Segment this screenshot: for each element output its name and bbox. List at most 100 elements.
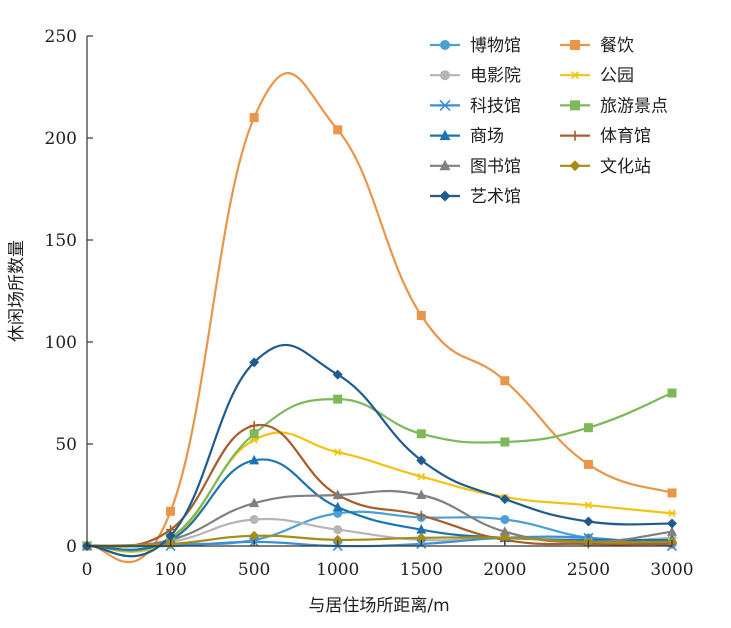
legend-marker <box>440 70 450 81</box>
y-tick-label: 250 <box>45 27 77 47</box>
legend-label: 商场 <box>470 127 504 147</box>
y-tick-label: 100 <box>45 333 77 353</box>
series-line <box>85 72 674 564</box>
x-tick-label: 1000 <box>316 560 359 580</box>
data-point <box>249 113 259 123</box>
x-axis-title: 与居住场所距离/m <box>308 596 449 616</box>
data-point <box>500 376 510 386</box>
legend-item: 文化站 <box>560 157 651 177</box>
data-point <box>416 510 426 520</box>
legend-label: 博物馆 <box>470 36 521 56</box>
legend-item: 体育馆 <box>560 127 651 147</box>
data-point <box>416 524 427 534</box>
data-point <box>165 530 176 541</box>
legend-item: 博物馆 <box>430 36 521 56</box>
data-point <box>499 494 510 505</box>
y-tick-label: 0 <box>66 537 77 557</box>
data-point <box>333 525 343 535</box>
data-point <box>667 488 677 498</box>
legend-item: 旅游景点 <box>560 96 668 116</box>
data-point <box>583 459 593 469</box>
series-line <box>85 431 674 553</box>
data-point <box>333 125 343 135</box>
y-axis-title: 休闲场所数量 <box>7 240 27 342</box>
x-tick-label: 500 <box>238 560 270 580</box>
legend-marker <box>439 99 451 111</box>
series-line <box>85 391 674 552</box>
data-point <box>249 454 260 465</box>
series-line <box>85 343 674 558</box>
axes <box>86 36 672 547</box>
x-tick-label: 1500 <box>400 560 443 580</box>
series-line <box>85 423 674 548</box>
legend-label: 体育馆 <box>600 127 651 147</box>
x-ticks: 0 100 500 1000 1500 2000 2500 3000 <box>82 540 694 580</box>
legend-item: 艺术馆 <box>430 187 521 207</box>
legend-marker <box>570 130 580 141</box>
y-tick-label: 50 <box>55 435 77 455</box>
data-point <box>249 530 260 541</box>
data-point <box>583 501 593 509</box>
data-point <box>416 455 427 466</box>
series-markers <box>81 113 678 552</box>
legend-marker <box>439 159 451 171</box>
data-point <box>416 310 426 320</box>
data-point <box>249 514 259 524</box>
y-tick-label: 200 <box>45 129 77 149</box>
legend-item: 公园 <box>560 66 634 86</box>
y-tick-label: 150 <box>45 231 77 251</box>
x-tick-label: 3000 <box>650 560 693 580</box>
legend-marker <box>570 100 580 111</box>
legend-label: 艺术馆 <box>470 187 521 207</box>
legend-item: 餐饮 <box>560 36 634 56</box>
data-point <box>416 472 426 481</box>
x-tick-label: 2500 <box>567 560 610 580</box>
legend-label: 文化站 <box>600 157 651 177</box>
legend-item: 图书馆 <box>430 157 521 177</box>
legend-label: 科技馆 <box>470 96 521 116</box>
legend-marker <box>570 40 580 50</box>
data-point <box>416 489 427 499</box>
data-point <box>332 501 343 512</box>
data-point <box>499 526 510 536</box>
x-tick-label: 2000 <box>483 560 526 580</box>
data-point <box>249 429 259 439</box>
data-point <box>249 357 260 368</box>
data-point <box>249 421 259 431</box>
legend-marker <box>440 40 450 50</box>
legend-label: 图书馆 <box>470 157 521 177</box>
data-point <box>667 388 677 398</box>
data-point <box>583 423 593 433</box>
data-point <box>332 369 343 380</box>
x-tick-label: 100 <box>154 560 186 580</box>
legend-marker <box>569 160 581 172</box>
legend-marker <box>439 190 451 202</box>
data-point <box>416 429 426 439</box>
legend-marker <box>570 71 580 80</box>
legend-label: 电影院 <box>470 66 521 86</box>
legend-label: 公园 <box>600 66 634 86</box>
data-point <box>333 448 343 456</box>
series-lines <box>85 72 674 564</box>
data-point <box>166 506 176 516</box>
data-point <box>249 497 260 508</box>
legend-item: 科技馆 <box>430 96 521 116</box>
data-point <box>416 532 427 543</box>
data-point <box>499 532 510 543</box>
x-tick-label: 0 <box>82 560 93 580</box>
series-line <box>85 458 674 551</box>
legend-item: 商场 <box>430 127 504 147</box>
data-point <box>667 526 677 536</box>
data-point <box>667 518 677 529</box>
data-point <box>667 509 677 518</box>
y-ticks: 0 50 100 150 200 250 <box>45 27 93 557</box>
legend-label: 旅游景点 <box>600 96 668 116</box>
legend-item: 电影院 <box>430 66 521 86</box>
data-point <box>332 534 343 545</box>
data-point <box>500 514 510 524</box>
data-point <box>333 394 343 404</box>
series-line <box>85 534 674 548</box>
legend-label: 餐饮 <box>600 36 634 56</box>
